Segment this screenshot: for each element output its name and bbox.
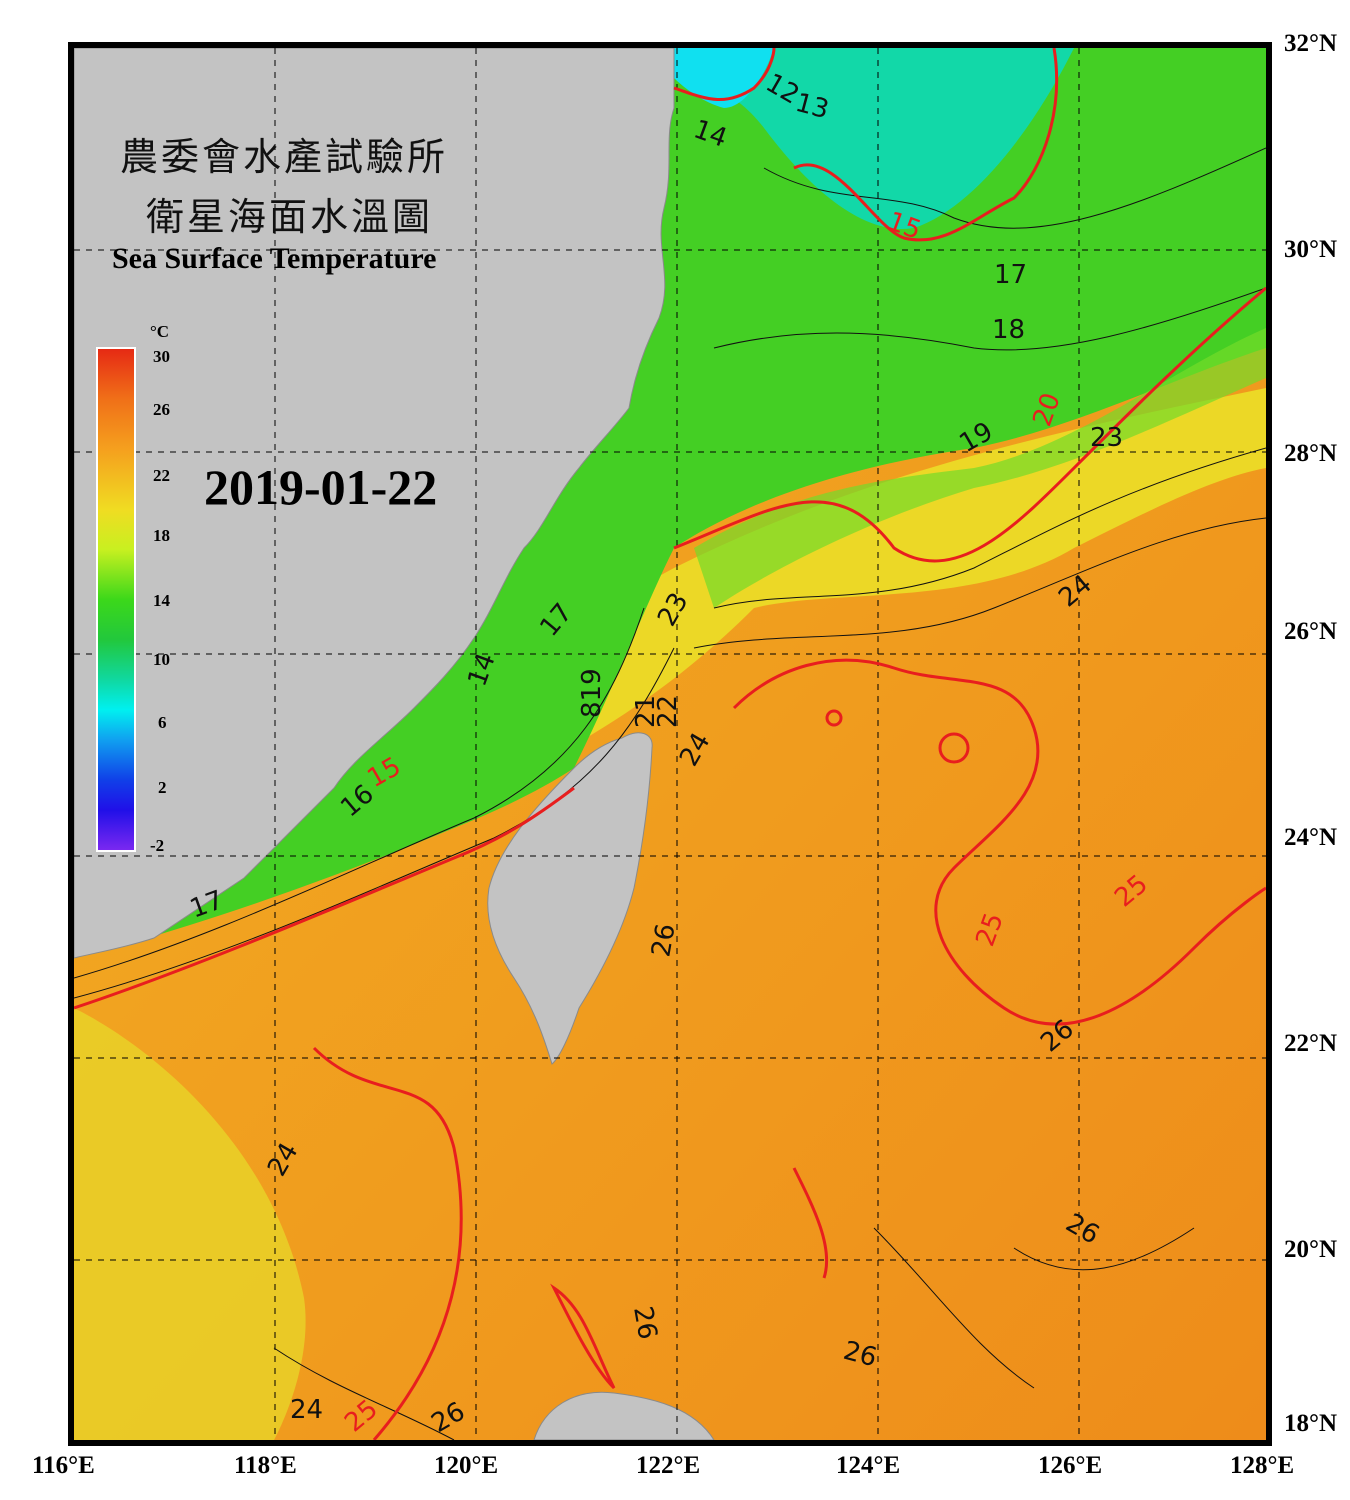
colorbar-tick-26: 26: [153, 400, 170, 419]
lon-label-128: 128°E: [1230, 1452, 1295, 1479]
contour-label-26e: 26: [627, 1304, 662, 1342]
lon-label-124: 124°E: [836, 1452, 901, 1479]
lat-label-20: 20°N: [1284, 1236, 1338, 1263]
colorbar-tick-22: 22: [153, 466, 170, 485]
contour-label-23: 23: [1090, 423, 1123, 453]
date-label: 2019-01-22: [204, 459, 438, 515]
contour-label-18: 18: [992, 315, 1025, 345]
colorbar-tick-14: 14: [153, 591, 170, 610]
colorbar-unit: °C: [150, 322, 170, 341]
contour-label-22: 22: [653, 695, 683, 728]
taiwan-land: [487, 732, 653, 1065]
title-english: Sea Surface Temperature: [112, 242, 437, 275]
lat-label-32: 32°N: [1284, 30, 1338, 57]
title-chinese-line1: 農委會水產試驗所: [120, 135, 449, 179]
lat-label-28: 28°N: [1284, 440, 1338, 467]
colorbar-tick-2: 2: [158, 778, 167, 797]
cyan-water: [674, 48, 774, 108]
lon-label-126: 126°E: [1038, 1452, 1103, 1479]
colorbar-tick-18: 18: [153, 526, 170, 545]
lon-label-122: 122°E: [636, 1452, 701, 1479]
title-chinese-line2: 衛星海面水溫圖: [146, 195, 434, 239]
contour-label-819: 819: [577, 668, 607, 718]
lat-label-26: 26°N: [1284, 618, 1338, 645]
colorbar-tick-30: 30: [153, 347, 170, 366]
contour-label-24d: 24: [290, 1395, 323, 1425]
lat-label-30: 30°N: [1284, 236, 1338, 263]
graticule: [74, 48, 1266, 1440]
colorbar-tick-neg2: -2: [150, 836, 165, 855]
yellow-west-patch: [74, 1008, 306, 1440]
temperature-colorbar: [96, 347, 136, 852]
contour-label-17: 17: [994, 260, 1027, 290]
lat-label-24: 24°N: [1284, 824, 1338, 851]
lat-label-22: 22°N: [1284, 1030, 1338, 1057]
lon-label-118: 118°E: [234, 1452, 297, 1479]
contour-label-26: 26: [646, 921, 681, 959]
bold-isotherms: [74, 48, 1266, 1440]
contour-label-21: 21: [631, 695, 661, 728]
luzon-land: [533, 1391, 715, 1440]
mainland-land: [74, 48, 675, 959]
lat-label-18: 18°N: [1284, 1410, 1338, 1437]
lighter-green-band: [694, 328, 1266, 608]
cold-teal-water: [664, 48, 1074, 229]
colorbar-tick-10: 10: [153, 650, 170, 669]
lon-label-120: 120°E: [434, 1452, 499, 1479]
thin-isotherms: [74, 147, 1266, 1440]
sst-map-canvas: 12 13 14 15 17 18 19 20 23 14 17 15 16 2…: [74, 48, 1266, 1440]
lon-label-116: 116°E: [32, 1452, 95, 1479]
colorbar-tick-6: 6: [158, 713, 167, 732]
sst-map: 12 13 14 15 17 18 19 20 23 14 17 15 16 2…: [68, 42, 1272, 1446]
